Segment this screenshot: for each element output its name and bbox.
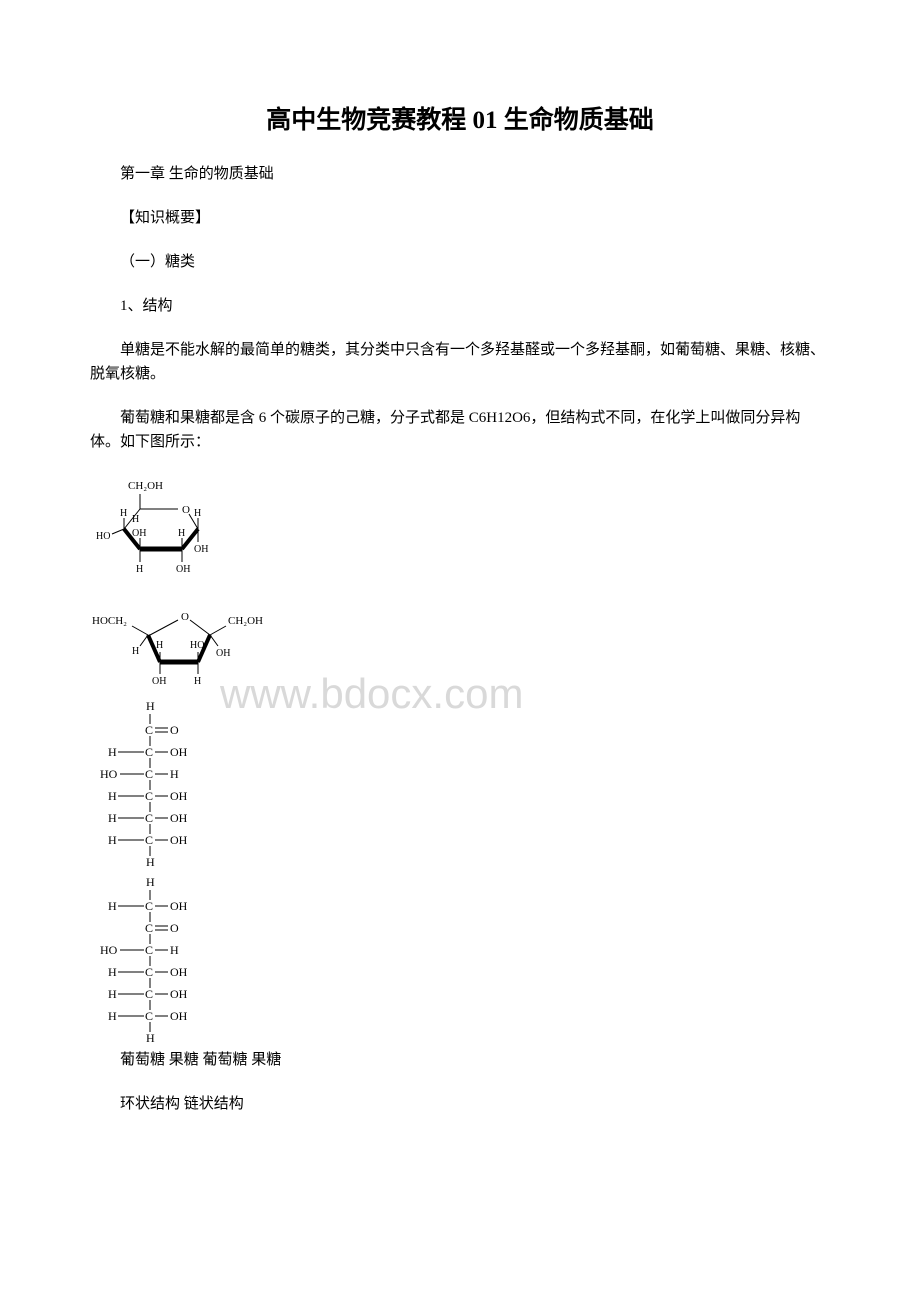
svg-text:OH: OH — [176, 564, 190, 575]
svg-text:OH: OH — [170, 987, 188, 1001]
caption-names: 葡萄糖 果糖 葡萄糖 果糖 — [90, 1048, 830, 1072]
svg-text:C: C — [145, 745, 153, 759]
glucose-ring-structure: O CH₂OH H OH OH H H OH H HO H — [90, 474, 830, 584]
svg-text:H: H — [132, 646, 139, 657]
svg-text:OH: OH — [216, 648, 230, 659]
svg-text:H: H — [146, 699, 155, 713]
svg-text:H: H — [108, 1009, 117, 1023]
svg-text:HO: HO — [100, 943, 118, 957]
page-content: 高中生物竞赛教程 01 生命物质基础 第一章 生命的物质基础 【知识概要】 （一… — [90, 100, 830, 1116]
svg-text:OH: OH — [170, 965, 188, 979]
svg-text:CH₂OH: CH₂OH — [228, 615, 263, 627]
svg-text:O: O — [170, 921, 179, 935]
section-1-1: 1、结构 — [90, 294, 830, 318]
glucose-chain-structure: H CO HCOH HOCH HCOH HCOH HCOH H — [90, 696, 830, 866]
paragraph-monosaccharide: 单糖是不能水解的最简单的糖类，其分类中只含有一个多羟基醛或一个多羟基酮，如葡萄糖… — [90, 338, 830, 386]
svg-text:H: H — [194, 676, 201, 687]
svg-text:C: C — [145, 811, 153, 825]
svg-text:OH: OH — [170, 745, 188, 759]
svg-text:C: C — [145, 833, 153, 847]
svg-text:H: H — [108, 987, 117, 1001]
svg-text:H: H — [146, 1031, 155, 1042]
section-1: （一）糖类 — [90, 250, 830, 274]
svg-text:H: H — [108, 789, 117, 803]
svg-text:H: H — [108, 899, 117, 913]
svg-text:C: C — [145, 943, 153, 957]
svg-text:HOCH₂: HOCH₂ — [92, 615, 127, 627]
svg-text:OH: OH — [170, 833, 188, 847]
svg-text:HO: HO — [96, 531, 110, 542]
svg-text:C: C — [145, 723, 153, 737]
svg-text:C: C — [145, 987, 153, 1001]
svg-text:H: H — [120, 508, 127, 519]
svg-text:OH: OH — [194, 544, 208, 555]
section-outline: 【知识概要】 — [90, 206, 830, 230]
svg-text:H: H — [132, 514, 139, 525]
svg-text:H: H — [178, 528, 185, 539]
svg-text:H: H — [136, 564, 143, 575]
svg-text:OH: OH — [132, 528, 146, 539]
svg-text:H: H — [146, 855, 155, 866]
fructose-chain-structure: H HCOH CO HOCH HCOH HCOH HCOH H — [90, 872, 830, 1042]
svg-text:HO: HO — [190, 640, 204, 651]
fructose-ring-structure: O HOCH₂ CH₂OH H H OH HO H OH — [90, 590, 830, 690]
chapter-heading: 第一章 生命的物质基础 — [90, 162, 830, 186]
svg-text:H: H — [108, 745, 117, 759]
svg-text:O: O — [181, 611, 189, 623]
svg-text:O: O — [170, 723, 179, 737]
page-title: 高中生物竞赛教程 01 生命物质基础 — [90, 100, 830, 136]
svg-text:OH: OH — [170, 899, 188, 913]
svg-text:H: H — [156, 640, 163, 651]
svg-text:C: C — [145, 1009, 153, 1023]
caption-structure-types: 环状结构 链状结构 — [90, 1092, 830, 1116]
svg-text:H: H — [146, 875, 155, 889]
svg-text:C: C — [145, 789, 153, 803]
svg-text:H: H — [108, 833, 117, 847]
svg-text:OH: OH — [170, 811, 188, 825]
svg-text:C: C — [145, 899, 153, 913]
svg-text:OH: OH — [152, 676, 166, 687]
paragraph-isomers: 葡萄糖和果糖都是含 6 个碳原子的己糖，分子式都是 C6H12O6，但结构式不同… — [90, 406, 830, 454]
svg-text:OH: OH — [170, 1009, 188, 1023]
svg-text:H: H — [108, 811, 117, 825]
svg-text:C: C — [145, 965, 153, 979]
svg-text:H: H — [108, 965, 117, 979]
svg-text:H: H — [194, 508, 201, 519]
svg-text:H: H — [170, 943, 179, 957]
svg-text:C: C — [145, 921, 153, 935]
svg-text:OH: OH — [170, 789, 188, 803]
svg-text:HO: HO — [100, 767, 118, 781]
svg-text:CH₂OH: CH₂OH — [128, 480, 163, 492]
svg-text:C: C — [145, 767, 153, 781]
svg-text:H: H — [170, 767, 179, 781]
